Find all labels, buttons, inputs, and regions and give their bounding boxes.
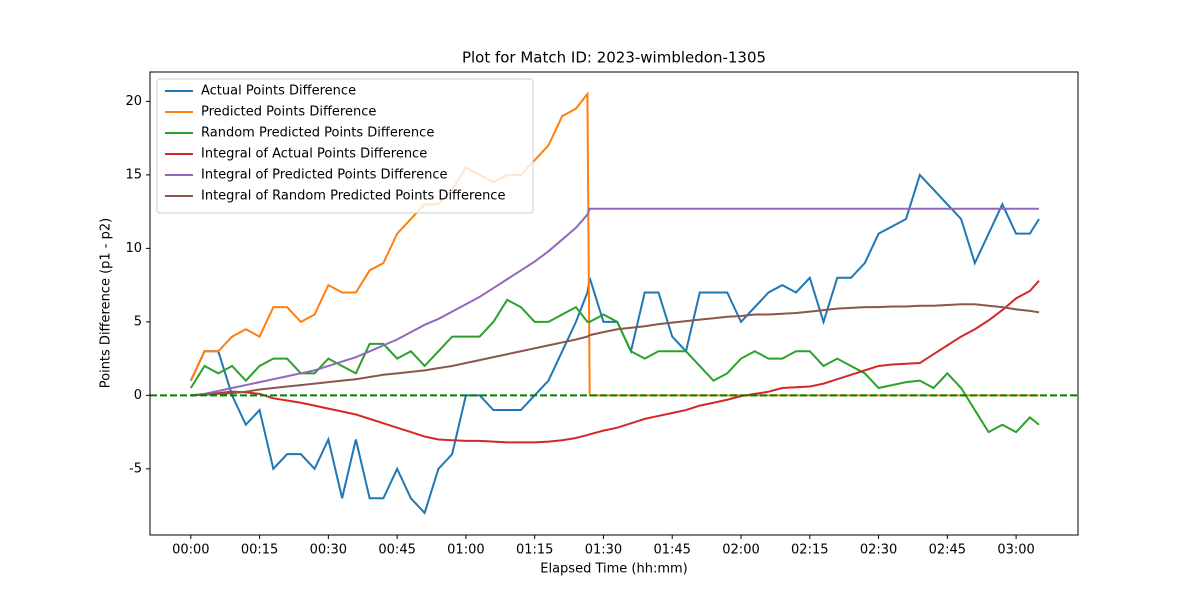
series-line — [190, 303, 1040, 397]
x-tick-label: 01:30 — [585, 543, 622, 558]
x-tick-label: 01:00 — [447, 543, 484, 558]
legend-label: Actual Points Difference — [201, 84, 356, 99]
x-tick-label: 01:15 — [516, 543, 553, 558]
x-tick-label: 02:15 — [791, 543, 828, 558]
legend-label: Predicted Points Difference — [201, 105, 376, 120]
series-line — [189, 298, 1040, 434]
legend-box — [156, 78, 534, 214]
plot-frame — [149, 71, 1079, 536]
x-tick-label: 00:45 — [378, 543, 415, 558]
legend: Actual Points Difference Predicted Points… — [156, 78, 534, 214]
x-tick-label: 02:30 — [860, 543, 897, 558]
series-line — [190, 280, 1040, 444]
series-line — [190, 207, 1040, 397]
y-tick-label: 10 — [125, 241, 142, 256]
x-tick-label: 00:15 — [241, 543, 278, 558]
y-tick-label: -5 — [129, 461, 142, 476]
x-tick-label: 00:00 — [172, 543, 209, 558]
legend-label: Integral of Random Predicted Points Diff… — [201, 189, 505, 204]
y-tick-label: 0 — [134, 388, 142, 403]
y-axis-label: Points Difference (p1 - p2) — [99, 218, 114, 388]
x-tick-label: 00:30 — [310, 543, 347, 558]
y-tick-label: 5 — [134, 314, 142, 329]
y-tick-label: 20 — [125, 94, 142, 109]
y-tick-label: 15 — [125, 167, 142, 182]
chart-title: Plot for Match ID: 2023-wimbledon-1305 — [462, 49, 766, 67]
x-tick-label: 02:45 — [929, 543, 966, 558]
legend-label: Random Predicted Points Difference — [201, 126, 434, 141]
x-tick-label: 03:00 — [997, 543, 1034, 558]
x-tick-label: 02:00 — [722, 543, 759, 558]
x-axis-label: Elapsed Time (hh:mm) — [540, 562, 687, 577]
legend-label: Integral of Predicted Points Difference — [201, 168, 448, 183]
series-line — [189, 172, 1040, 515]
x-tick-label: 01:45 — [653, 543, 690, 558]
legend-label: Integral of Actual Points Difference — [201, 147, 427, 162]
